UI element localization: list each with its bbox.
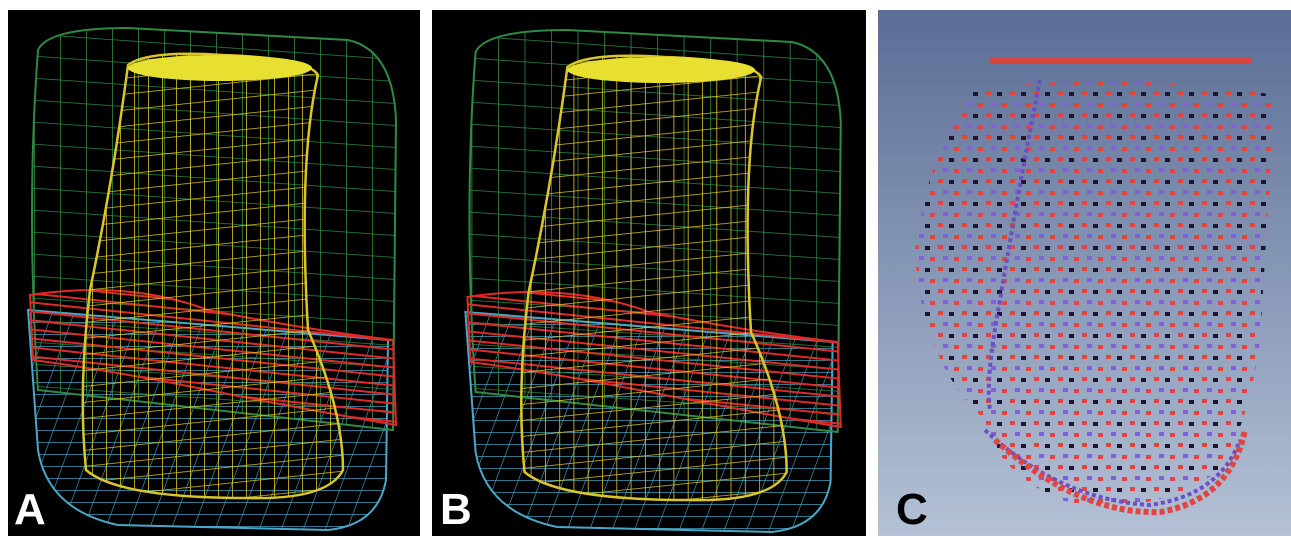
wireframe <box>465 30 840 532</box>
page: A B C (() => { const data = JSON.parse(d… <box>0 0 1291 536</box>
dot-row <box>990 58 1252 64</box>
panel-b: B <box>432 10 866 536</box>
figure: A B C <box>0 0 1291 536</box>
panel-label: B <box>440 485 472 534</box>
panel-label: C <box>896 485 928 534</box>
panel-label: A <box>14 485 46 534</box>
wireframe <box>28 28 396 530</box>
panel-c: C <box>878 10 1291 536</box>
panel-a: A <box>8 10 420 536</box>
